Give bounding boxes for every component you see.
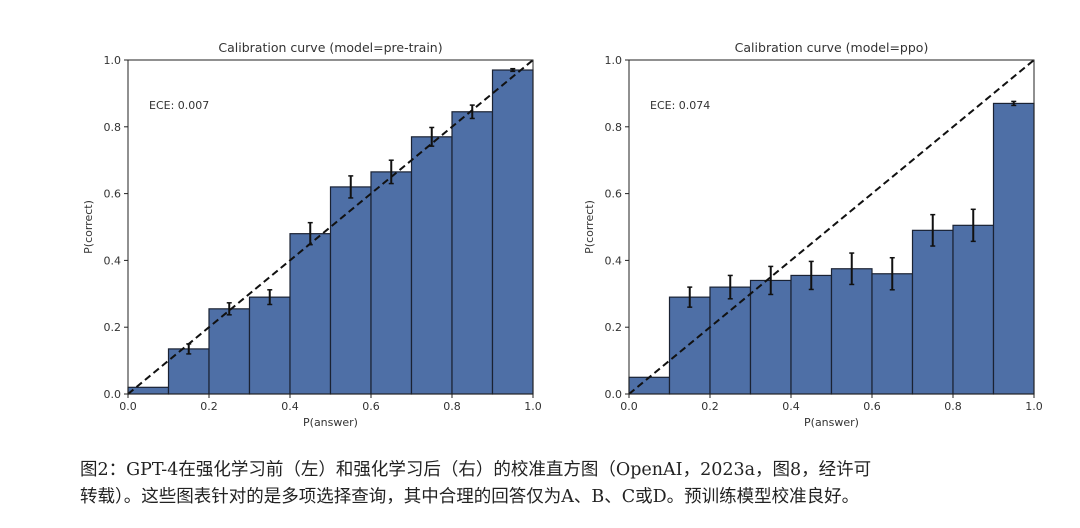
histogram-bar	[911, 229, 954, 395]
x-tick-label: 0.6	[863, 400, 881, 413]
histogram-bar	[491, 69, 534, 395]
chart-title: Calibration curve (model=ppo)	[735, 40, 929, 55]
histogram-bar	[410, 136, 453, 395]
error-bar	[307, 221, 313, 246]
histogram-bar	[871, 273, 914, 395]
y-axis-label: P(correct)	[82, 200, 95, 254]
x-tick-label: 0.4	[782, 400, 800, 413]
histogram-bar	[248, 296, 291, 395]
x-tick-label: 0.0	[620, 400, 638, 413]
error-bar	[687, 286, 693, 308]
y-tick-label: 0.0	[104, 388, 122, 401]
error-bar	[970, 208, 976, 243]
histogram-bar	[830, 268, 873, 395]
histogram-bar	[127, 386, 170, 395]
y-tick-label: 0.0	[605, 388, 623, 401]
error-bar	[388, 159, 394, 185]
error-bar	[348, 175, 354, 199]
y-tick-label: 0.2	[605, 321, 623, 334]
histogram-bar	[668, 296, 711, 395]
histogram-bar	[952, 224, 995, 395]
plot-frame	[628, 59, 1035, 395]
error-bar	[510, 67, 516, 73]
calibration-chart-pre-train: 0.0 0.2 0.4 0.6 0.8 1.0 0.0 0.2 0.4 0.6 0.8 1.0 Cali…	[82, 40, 542, 429]
y-tick-label: 1.0	[104, 54, 122, 67]
y-tick-label: 0.4	[104, 254, 122, 267]
y-tick-label: 0.6	[104, 188, 122, 201]
histogram-bar	[289, 233, 332, 395]
histogram-bar	[451, 111, 494, 395]
histogram-bar	[628, 376, 671, 395]
error-bar	[469, 104, 475, 120]
ece-annotation: ECE: 0.007	[149, 99, 209, 112]
error-bar	[768, 265, 774, 296]
x-axis-label: P(answer)	[303, 416, 358, 429]
chart-title: Calibration curve (model=pre-train)	[218, 40, 442, 55]
y-axis-label: P(correct)	[583, 200, 596, 254]
histogram-bar	[709, 286, 752, 395]
error-bar	[1011, 100, 1017, 107]
error-bar	[429, 126, 435, 147]
histogram-bar	[749, 279, 792, 395]
error-bar	[727, 274, 733, 300]
y-tick-label: 0.8	[104, 121, 122, 134]
x-tick-label: 0.8	[944, 400, 962, 413]
x-tick-label: 1.0	[1025, 400, 1043, 413]
caption-line-1: 图2：GPT-4在强化学习前（左）和强化学习后（右）的校准直方图（OpenAI，…	[80, 460, 872, 480]
plot-frame	[127, 59, 534, 395]
error-bar	[226, 302, 232, 316]
error-bar	[849, 252, 855, 286]
y-tick-label: 0.8	[605, 121, 623, 134]
y-tick-label: 0.2	[104, 321, 122, 334]
caption-line-2: 转载）。这些图表针对的是多项选择查询，其中合理的回答仅为A、B、C或D。预训练模…	[80, 487, 860, 507]
error-bar	[186, 343, 192, 355]
x-tick-label: 0.2	[200, 400, 218, 413]
histogram-bar	[790, 274, 833, 395]
x-tick-label: 0.4	[281, 400, 299, 413]
y-tick-label: 0.6	[605, 188, 623, 201]
histogram-bar	[167, 348, 210, 395]
x-tick-label: 1.0	[524, 400, 542, 413]
error-bar	[889, 256, 895, 291]
x-tick-label: 0.6	[362, 400, 380, 413]
error-bar	[808, 260, 814, 291]
x-axis-label: P(answer)	[804, 416, 859, 429]
x-tick-label: 0.8	[443, 400, 461, 413]
histogram-bar	[370, 171, 413, 395]
histogram-bar	[329, 186, 372, 395]
y-tick-label: 0.4	[605, 254, 623, 267]
error-bar	[930, 213, 936, 247]
x-tick-label: 0.2	[701, 400, 719, 413]
histogram-bar	[208, 308, 251, 395]
histogram-bar	[992, 102, 1035, 395]
error-bar	[267, 289, 273, 306]
y-tick-label: 1.0	[605, 54, 623, 67]
ece-annotation: ECE: 0.074	[650, 99, 710, 112]
calibration-chart-ppo: 0.0 0.2 0.4 0.6 0.8 1.0 0.0 0.2 0.4 0.6 0.8 1.0 Cali…	[583, 40, 1043, 429]
x-tick-label: 0.0	[119, 400, 137, 413]
figure-caption: 图2：GPT-4在强化学习前（左）和强化学习后（右）的校准直方图（OpenAI，…	[80, 457, 1040, 511]
